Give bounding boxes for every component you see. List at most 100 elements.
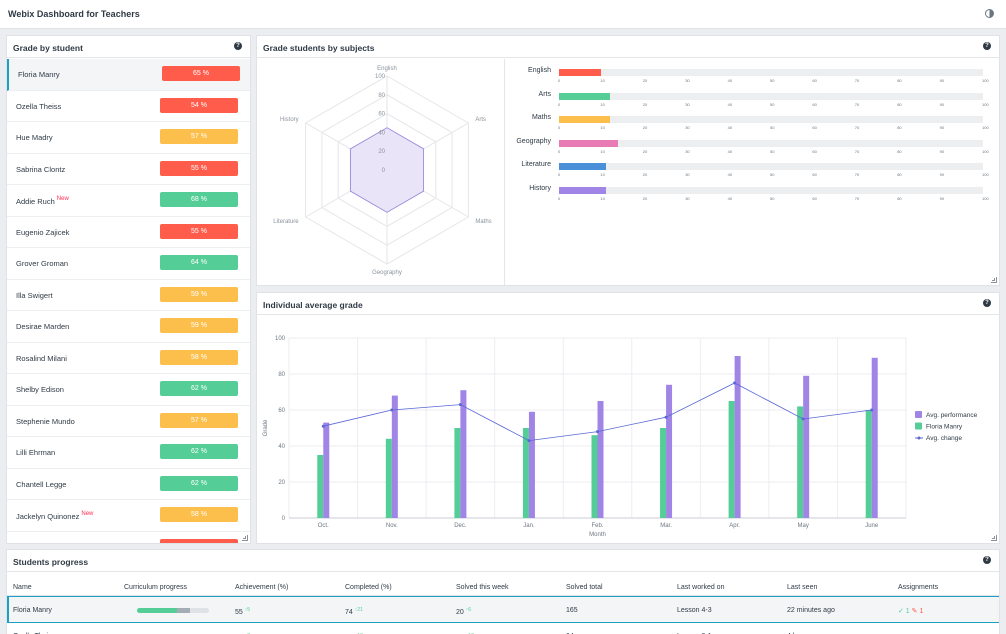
list-item[interactable]: Stephenie Mundo 57 % [7,406,250,437]
column-header[interactable]: Name [13,584,32,591]
tick-label: 100 [982,172,989,177]
delta-up: ↑21 [354,607,363,613]
x-tick-label: Jan. [523,523,535,529]
subject-label: Maths [531,114,551,121]
x-tick-label: May [797,523,808,529]
bar-avg-performance [323,422,330,518]
tick-label: 60 [812,148,817,154]
column-header[interactable]: Last seen [787,584,818,591]
tick-label: 90 [939,148,945,154]
average-grade-chart: 0 20 40 60 80 100 Oct. Nov. Dec. Jan. Feb. Mar. Apr.… [263,336,978,538]
bar-floria-manry [522,428,529,518]
subject-bar-track [559,92,983,100]
list-item[interactable] [7,532,250,543]
legend-label[interactable]: Avg. change [926,435,962,442]
list-item[interactable]: Addie Ruch New 68 % [7,185,250,217]
column-header[interactable]: Completed (%) [345,584,392,591]
list-item[interactable]: Ozella Theiss 54 % [7,91,250,122]
tick-label: 80 [897,172,902,177]
grade-badge: 58 % [160,349,238,365]
tick-label: 60 [812,101,817,107]
bar-floria-manry [865,410,872,518]
list-item[interactable]: Shelby Edison 62 % [7,374,250,406]
tick-label: 0 [558,78,561,83]
legend-label[interactable]: Floria Manry [926,424,963,431]
tick-label: 40 [727,78,733,83]
help-icon[interactable]: ? [983,42,991,50]
tick-label: 70 [854,78,860,83]
grade-badge: 59 % [160,286,238,302]
radar-scale-label: 100 [375,74,386,80]
radar-axis-label: Arts [475,117,486,123]
tick-label: 70 [854,101,860,107]
grade-badge: 57 % [160,412,238,428]
progress-partial [176,608,190,613]
list-item[interactable]: Jackelyn Quinonez New 58 % [7,500,250,532]
list-item[interactable]: Desirae Marden 59 % [7,311,250,343]
list-item[interactable]: Illa Swigert 59 % [7,280,250,311]
resize-handle-icon[interactable] [991,277,997,283]
student-name: Jackelyn Quinonez New [16,511,94,521]
column-header[interactable]: Solved this week [456,584,509,591]
radar-scale-label: 80 [378,93,385,99]
bar-floria-manry [591,435,598,518]
grade-badge: 62 % [160,381,238,396]
avg-change-point [664,415,668,419]
column-header[interactable]: Last worked on [677,584,725,591]
column-header[interactable]: Solved total [566,584,603,591]
column-header[interactable]: Curriculum progress [124,584,188,591]
subject-label: English [528,67,551,74]
tick-label: 60 [812,78,817,83]
radar-axis-label: Literature [273,219,299,225]
legend-swatch [915,422,922,430]
legend-label[interactable]: Avg. performance [926,412,978,419]
tick-label: 90 [939,125,945,130]
help-icon[interactable]: ? [983,556,991,564]
student-name: Stephenie Mundo [16,416,75,426]
new-badge: New [81,511,94,517]
tick-label: 30 [685,78,690,83]
list-item[interactable]: Rosalind Milani 58 % [7,343,250,374]
bar-avg-performance [460,390,467,518]
table-row[interactable]: Ozella Theiss44↑863↑1840↑1264Lesson 9-14… [7,623,999,634]
list-item[interactable]: Hue Madry 57 % [7,122,250,154]
student-grade-list[interactable]: Floria Manry 65 % Ozella Theiss 54 % Hue Mad… [7,59,250,543]
bar-avg-performance [391,395,398,518]
help-icon[interactable]: ? [234,42,242,50]
help-icon[interactable]: ? [983,299,991,307]
grade-by-student-panel: Grade by student ? Floria Manry 65 % Ozell… [6,35,251,544]
tick-label: 100 [982,101,989,107]
legend-swatch [915,411,922,418]
radar-axis-label: English [377,66,397,72]
bar-avg-performance [871,357,878,518]
tick-label: 90 [939,101,945,107]
resize-handle-icon[interactable] [991,535,997,541]
x-axis-label: Month [589,532,606,538]
tick-label: 0 [558,148,561,154]
tick-label: 60 [812,172,817,177]
list-item[interactable]: Grover Groman 64 % [7,248,250,280]
list-item[interactable]: Chantell Legge 62 % [7,469,250,500]
delta-up: ↑6 [465,607,472,613]
tick-label: 40 [727,195,733,201]
curriculum-progress-bar [137,608,209,613]
tick-label: 20 [642,101,648,107]
bar-floria-manry [797,406,804,518]
grade-badge: 64 % [160,255,238,270]
table-row[interactable]: Floria Manry 55 ↑5 74 ↑21 20 ↑6 165 Lesson 4-3 22… [7,596,999,623]
tick-label: 80 [897,101,902,107]
list-item[interactable]: Lilli Ehrman 62 % [7,437,250,469]
student-name: Illa Swigert [16,290,53,300]
bar-floria-manry [385,438,392,518]
column-header[interactable]: Achievement (%) [235,584,289,591]
bar-avg-performance [597,401,604,518]
radar-axis-label: History [280,117,299,123]
list-item[interactable]: Eugenio Zajicek 55 % [7,217,250,248]
tick-label: 40 [727,148,733,154]
column-header[interactable]: Assignments [898,584,939,591]
resize-handle-icon[interactable] [242,535,248,541]
list-item[interactable]: Sabrina Clontz 55 % [7,154,250,185]
theme-toggle-icon[interactable] [985,9,994,18]
tick-label: 30 [685,101,690,107]
list-item[interactable]: Floria Manry 65 % [7,59,250,91]
